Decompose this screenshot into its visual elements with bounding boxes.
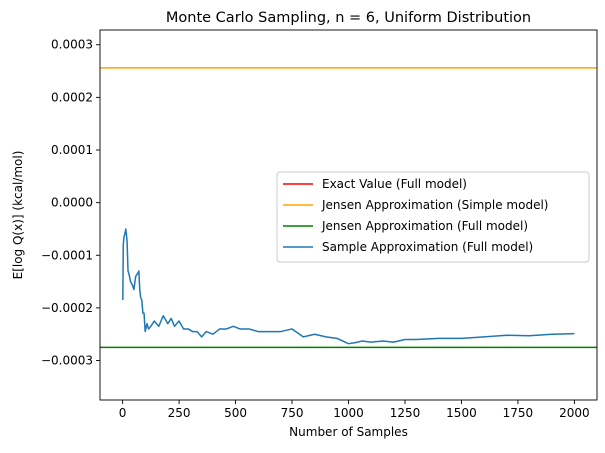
- legend-entry: Sample Approximation (Full model): [322, 240, 533, 254]
- x-tick-label: 1750: [503, 406, 534, 420]
- legend-entry: Jensen Approximation (Simple model): [321, 198, 548, 212]
- legend-box: [276, 171, 590, 263]
- y-tick-label: −0.0001: [41, 248, 93, 262]
- y-tick-label: 0.0001: [51, 143, 93, 157]
- x-tick-label: 1500: [446, 406, 477, 420]
- x-tick-label: 1250: [390, 406, 421, 420]
- y-tick-label: 0.0002: [51, 90, 93, 104]
- x-tick-label: 750: [281, 406, 304, 420]
- x-tick-label: 250: [168, 406, 191, 420]
- y-tick-label: 0.0000: [51, 196, 93, 210]
- series-line-3: [122, 228, 575, 345]
- x-tick-label: 0: [119, 406, 127, 420]
- legend-entry: Exact Value (Full model): [322, 177, 467, 191]
- legend-entry: Jensen Approximation (Full model): [321, 219, 528, 233]
- x-tick-label: 1000: [333, 406, 364, 420]
- y-tick-label: −0.0002: [41, 301, 93, 315]
- y-tick-label: −0.0003: [41, 354, 93, 368]
- x-axis-label: Number of Samples: [289, 425, 408, 439]
- y-axis-label: E[log Q(x)] (kcal/mol): [11, 151, 25, 280]
- y-tick-label: 0.0003: [51, 38, 93, 52]
- plot-lines: [100, 67, 597, 349]
- y-axis: −0.0003 −0.0002 −0.0001 0.0000 0.0001 0.0002 0…: [41, 38, 100, 368]
- legend: Exact Value (Full model) Jensen Approxima…: [276, 171, 590, 263]
- x-tick-label: 500: [224, 406, 247, 420]
- x-tick-label: 2000: [559, 406, 590, 420]
- x-axis: 0 250 500 750 1000 1250 1500 1750 2000: [119, 400, 590, 420]
- chart-title: Monte Carlo Sampling, n = 6, Uniform Dis…: [166, 10, 531, 26]
